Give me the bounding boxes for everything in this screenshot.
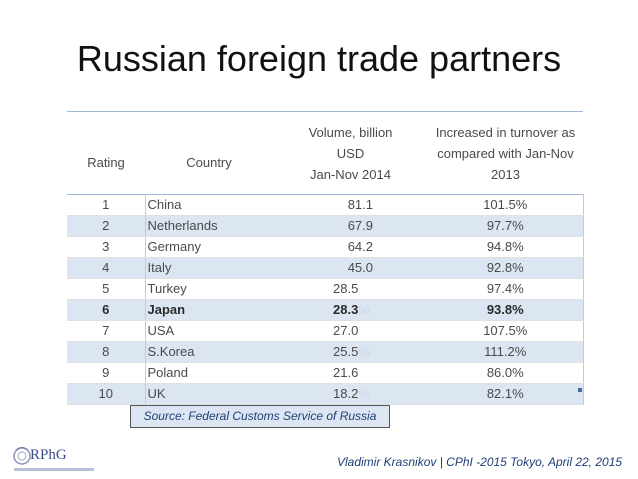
header-volume: Volume, billion USD Jan-Nov 2014 — [273, 111, 428, 195]
row-increase: 111.2% — [428, 341, 584, 363]
row-country: Poland — [145, 362, 273, 384]
row-volume: 67.9 — [273, 215, 428, 237]
header-country: Country — [145, 111, 273, 195]
row-volume: 21.6 — [273, 362, 428, 384]
row-volume: 45.0 — [273, 257, 428, 279]
row-increase: 97.4% — [428, 278, 584, 300]
slide-title: Russian foreign trade partners — [76, 38, 562, 79]
rphg-logo-icon — [13, 447, 31, 465]
row-increase: 86.0% — [428, 362, 584, 384]
header-increase: Increased in turnover as compared with J… — [428, 111, 583, 195]
row-increase: 107.5% — [428, 320, 584, 342]
slide-footer: Vladimir Krasnikov | CPhI -2015 Tokyo, A… — [337, 455, 623, 469]
table-row: 9 Poland 21.6 86.0% — [67, 362, 584, 384]
row-volume: 64.2 — [273, 236, 428, 258]
logo-text: RPhG — [30, 447, 67, 463]
row-volume: 81.1 — [273, 194, 428, 216]
trade-partners-table: Rating Country Volume, billion USD Jan-N… — [67, 111, 584, 405]
cell-artifact-mark: % — [358, 386, 370, 401]
table-header-row: Rating Country Volume, billion USD Jan-N… — [67, 111, 583, 195]
row-rank: 6 — [67, 299, 146, 321]
row-increase: 92.8% — [428, 257, 584, 279]
row-rank: 7 — [67, 320, 146, 342]
row-rank: 8 — [67, 341, 146, 363]
row-volume-cell: 25.5% — [273, 341, 428, 363]
header-increase-line1: Increased in turnover as — [435, 124, 576, 140]
cell-artifact-mark: % — [358, 302, 370, 317]
row-rank: 2 — [67, 215, 146, 237]
row-country: Netherlands — [145, 215, 273, 237]
row-volume-cell: 28.3% — [273, 299, 428, 321]
table-row-highlighted: 6 Japan 28.3% 93.8% — [67, 299, 584, 321]
row-increase: 93.8% — [428, 299, 584, 321]
row-increase: 97.7% — [428, 215, 584, 237]
row-volume: 28.5 — [273, 278, 428, 300]
table-row: 5 Turkey 28.5 97.4% — [67, 278, 584, 300]
cell-artifact-mark: % — [358, 344, 370, 359]
row-country: UK — [145, 383, 273, 405]
table-row: 8 S.Korea 25.5% 111.2% — [67, 341, 584, 363]
row-rank: 1 — [67, 194, 146, 216]
header-volume-line1: Volume, billion — [308, 124, 393, 140]
header-increase-line3: 2013 — [491, 166, 520, 182]
row-rank: 3 — [67, 236, 146, 258]
table-row: 3 Germany 64.2 94.8% — [67, 236, 584, 258]
table-row: 10 UK 18.2% 82.1% — [67, 383, 584, 405]
row-rank: 4 — [67, 257, 146, 279]
row-country: USA — [145, 320, 273, 342]
row-volume-cell: 18.2% — [273, 383, 428, 405]
table-row: 1 China 81.1 101.5% — [67, 194, 584, 216]
row-increase: 101.5% — [428, 194, 584, 216]
header-increase-line2: compared with Jan-Nov — [437, 145, 574, 161]
row-volume: 27.0 — [273, 320, 428, 342]
row-rank: 9 — [67, 362, 146, 384]
table-row: 2 Netherlands 67.9 97.7% — [67, 215, 584, 237]
row-country: China — [145, 194, 273, 216]
table-resize-handle-icon — [578, 388, 582, 392]
row-country: Japan — [145, 299, 273, 321]
source-box: Source: Federal Customs Service of Russi… — [130, 405, 390, 428]
table-row: 7 USA 27.0 107.5% — [67, 320, 584, 342]
row-country: S.Korea — [145, 341, 273, 363]
row-volume: 18.2 — [333, 386, 359, 401]
row-increase: 94.8% — [428, 236, 584, 258]
logo-tagline-bar — [14, 468, 94, 471]
row-country: Italy — [145, 257, 273, 279]
header-volume-line2: USD — [336, 145, 365, 161]
table-row: 4 Italy 45.0 92.8% — [67, 257, 584, 279]
row-volume: 25.5 — [333, 344, 359, 359]
row-country: Turkey — [145, 278, 273, 300]
row-volume: 28.3 — [333, 302, 359, 317]
row-country: Germany — [145, 236, 273, 258]
row-increase: 82.1% — [428, 383, 584, 405]
row-rank: 5 — [67, 278, 146, 300]
header-volume-line3: Jan-Nov 2014 — [310, 166, 391, 182]
header-rating: Rating — [67, 111, 145, 195]
row-rank: 10 — [67, 383, 146, 405]
